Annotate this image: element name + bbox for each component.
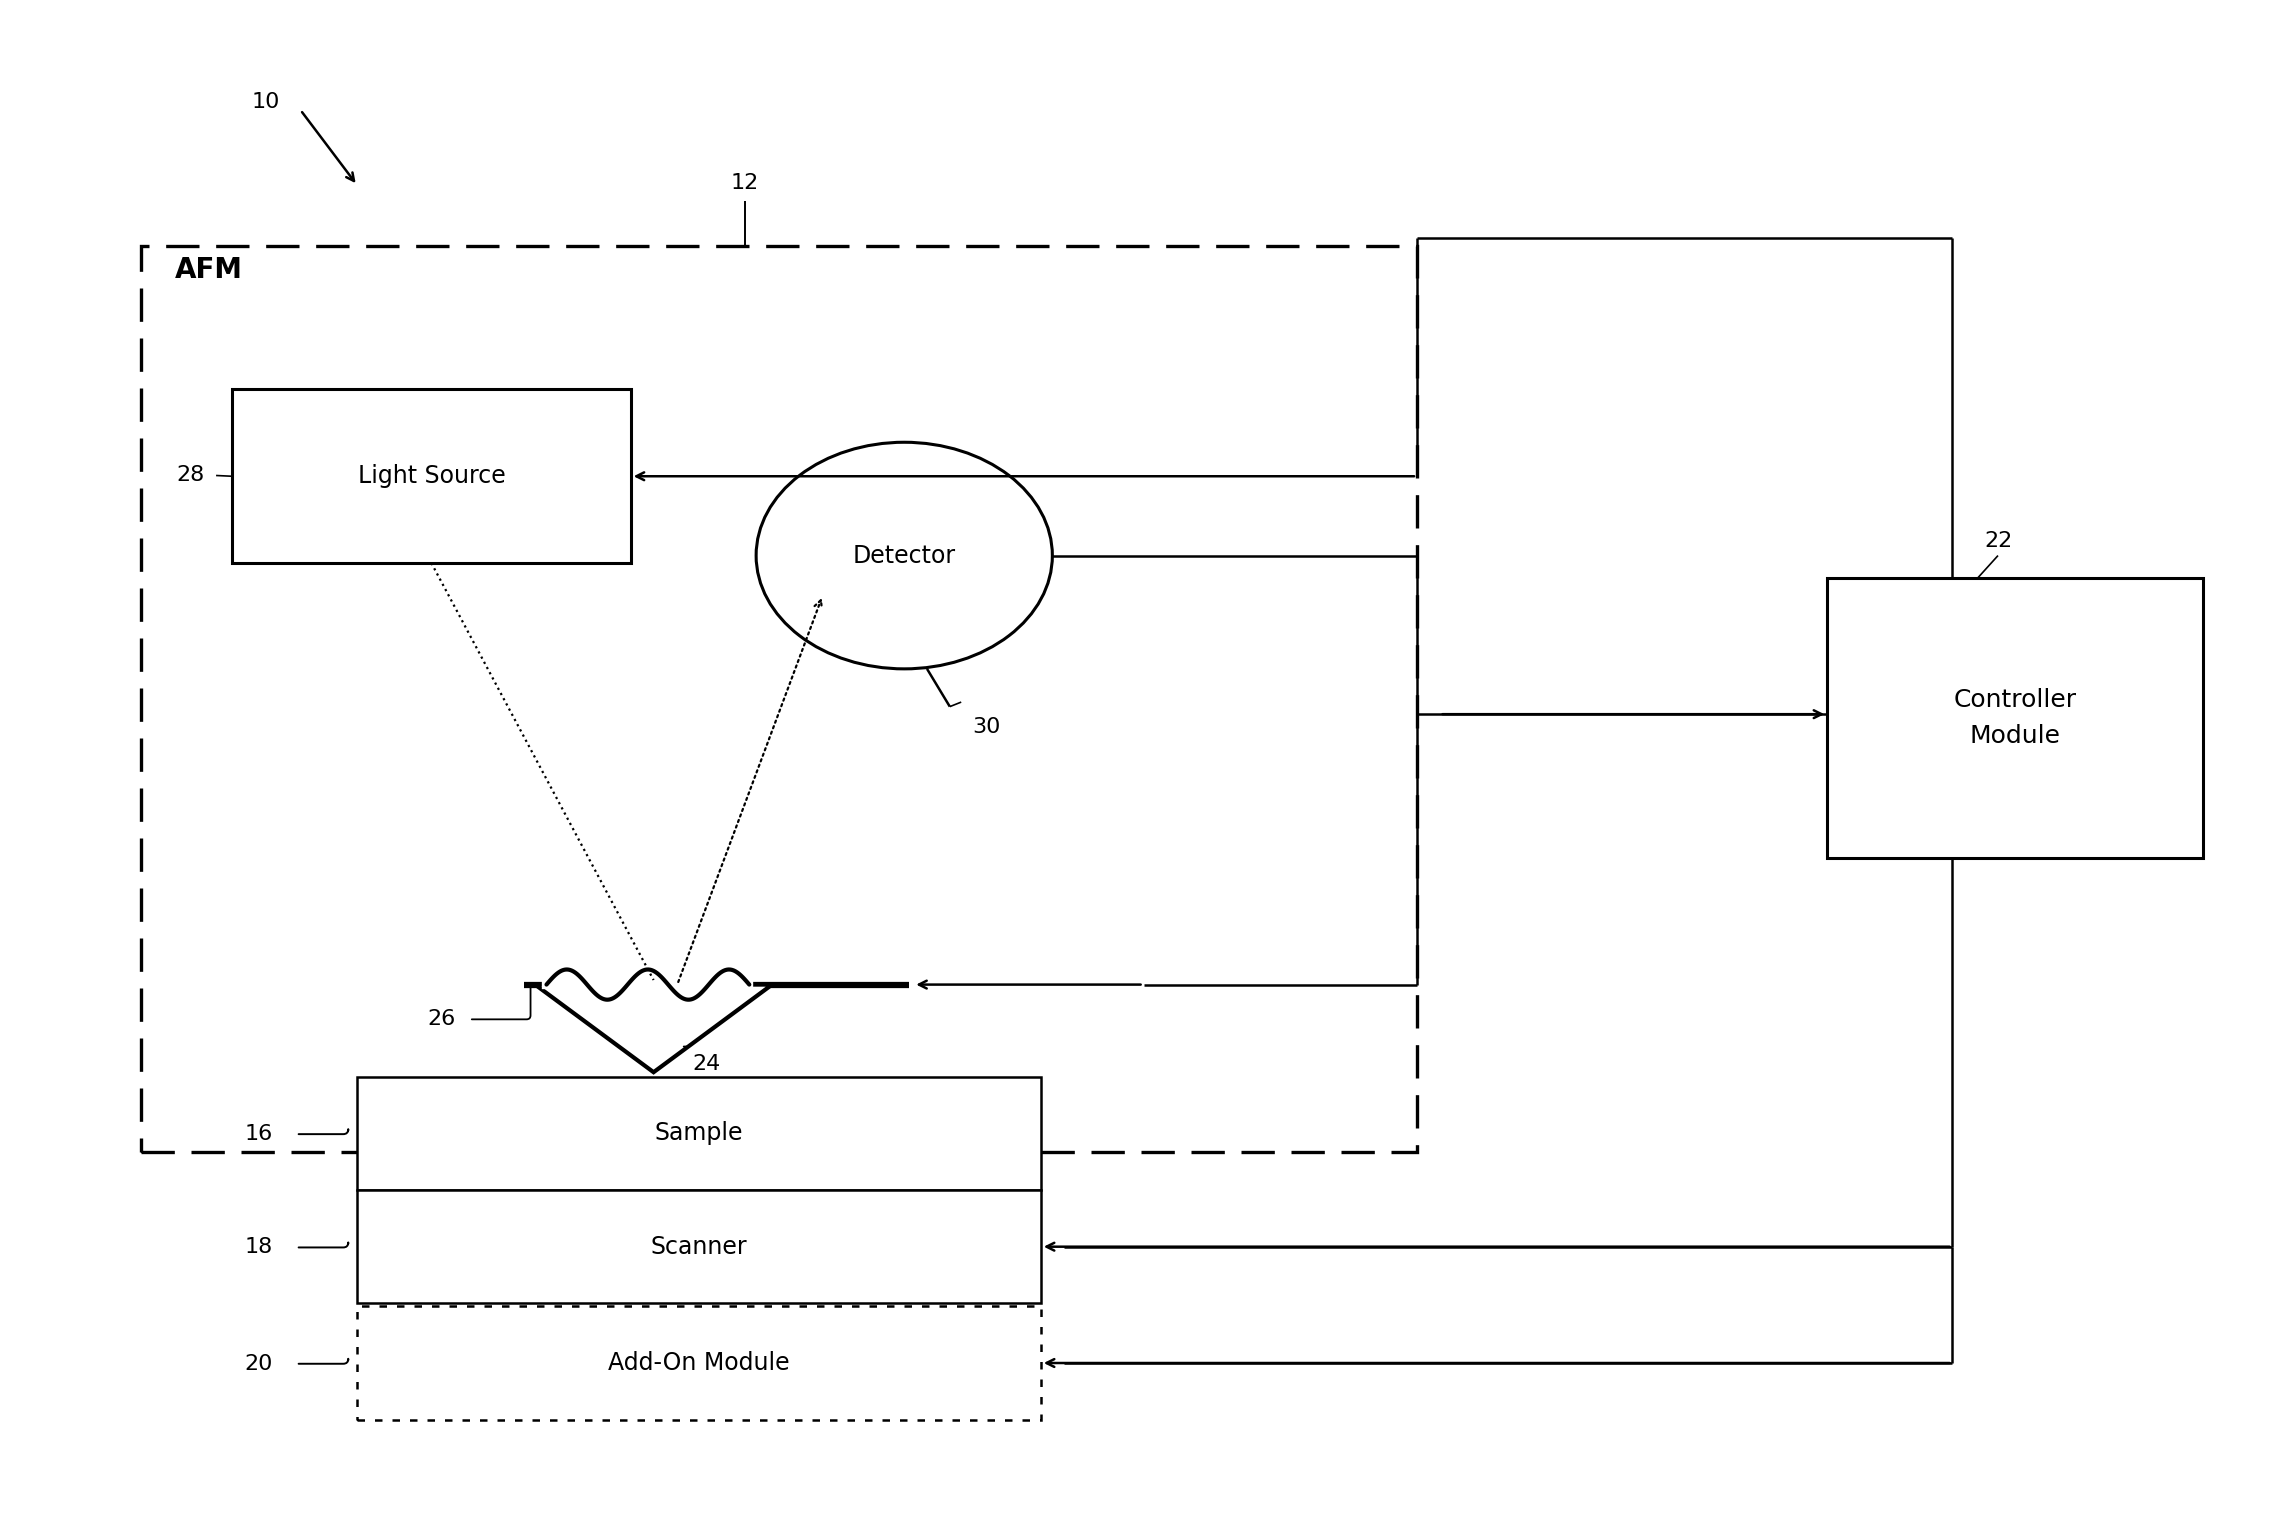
Ellipse shape [757,442,1052,668]
Text: 30: 30 [972,717,1002,737]
Text: Scanner: Scanner [652,1235,748,1259]
Text: 26: 26 [428,1009,455,1030]
Text: 18: 18 [245,1238,272,1258]
Text: Sample: Sample [654,1121,743,1145]
Text: Add-On Module: Add-On Module [608,1350,789,1375]
Bar [357,1189,1041,1303]
Bar [231,389,631,564]
Bar [357,1306,1041,1420]
Text: 12: 12 [730,173,759,193]
Text: 28: 28 [176,465,206,486]
Text: Controller
Module: Controller Module [1953,688,2077,747]
Text: 10: 10 [252,93,281,112]
Bar [142,246,1418,1153]
Text: 16: 16 [245,1124,272,1144]
Bar [1827,579,2202,858]
Bar [357,1077,1041,1189]
Text: 24: 24 [693,1054,720,1074]
Text: AFM: AFM [176,255,242,284]
Polygon shape [535,984,773,1072]
Text: 22: 22 [1983,532,2013,551]
Text: Light Source: Light Source [357,465,505,488]
Text: 20: 20 [245,1353,272,1373]
Text: Detector: Detector [853,544,956,568]
